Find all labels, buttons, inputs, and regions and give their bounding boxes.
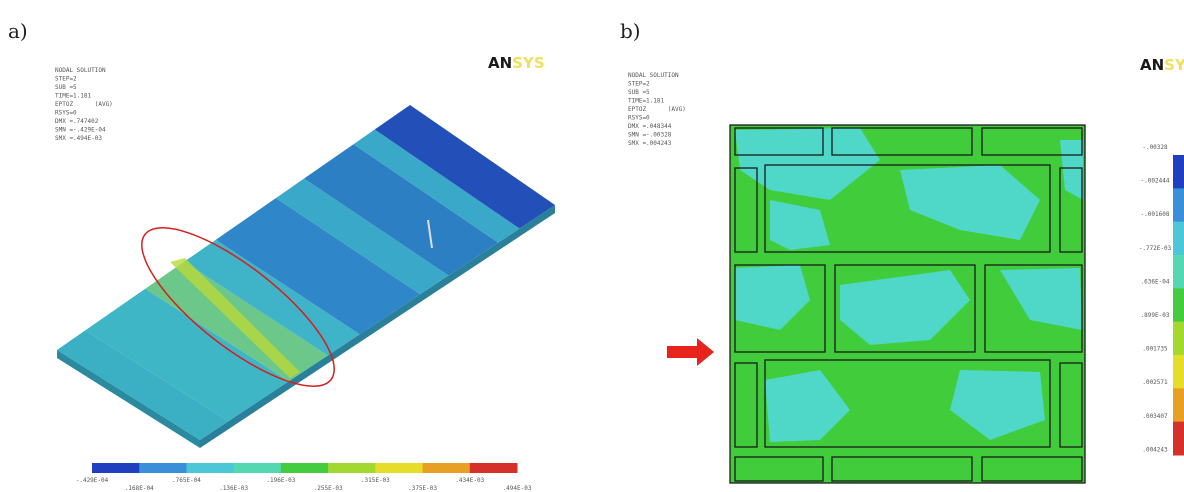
legend-swatch <box>1173 422 1184 456</box>
info-line: DMX =.747402 <box>55 118 99 125</box>
info-line: NODAL SOLUTION <box>628 72 679 79</box>
info-line: SMN =-.429E-04 <box>55 127 106 134</box>
legend-swatch <box>281 463 329 473</box>
legend-label: .168E-04 <box>125 485 154 492</box>
legend-swatch <box>328 463 376 473</box>
info-line: SMX =.494E-03 <box>55 135 102 142</box>
legend-swatch <box>92 463 140 473</box>
logo-part: AN <box>1140 56 1164 74</box>
legend-label: .255E-03 <box>314 485 343 492</box>
legend-swatch <box>1173 355 1184 389</box>
legend-swatch <box>1173 222 1184 256</box>
legend-label: .765E-04 <box>172 477 201 484</box>
info-line: NODAL SOLUTION <box>55 67 106 74</box>
info-line: TIME=1.181 <box>55 93 92 100</box>
info-line: RSYS=0 <box>628 115 650 122</box>
legend-label: .136E-03 <box>219 485 248 492</box>
legend-label: .375E-03 <box>408 485 437 492</box>
legend-label: .004243 <box>1142 446 1168 453</box>
info-line: STEP=2 <box>55 76 77 83</box>
legend-label: .003407 <box>1142 413 1168 420</box>
legend-swatch <box>1173 322 1184 356</box>
legend-label: -.00328 <box>1142 144 1168 151</box>
plate-model <box>57 105 555 448</box>
info-line: DMX =.048344 <box>628 123 672 130</box>
legend-swatch <box>423 463 471 473</box>
info-line: SMX =.004243 <box>628 140 672 147</box>
legend-swatch <box>1173 288 1184 322</box>
legend-swatch <box>234 463 282 473</box>
legend-label: -.001608 <box>1141 211 1170 218</box>
info-line: STEP=2 <box>628 81 650 88</box>
legend-label: .002571 <box>1142 379 1168 386</box>
info-line: SUB =5 <box>55 84 77 91</box>
legend-swatch <box>1173 188 1184 222</box>
legend-label: .196E-03 <box>266 477 295 484</box>
legend-swatch <box>139 463 187 473</box>
legend-label: -.772E-03 <box>1139 245 1172 252</box>
info-line: RSYS=0 <box>55 110 77 117</box>
legend-swatch <box>186 463 234 473</box>
legend-label: .636E-04 <box>1141 278 1170 285</box>
panel-label: a) <box>8 19 28 43</box>
legend-swatch <box>1173 255 1184 289</box>
info-line: EPTOZ (AVG) <box>55 101 113 108</box>
info-line: TIME=1.181 <box>628 98 665 105</box>
logo-part: SYS <box>1164 56 1184 74</box>
figure: a) b) ANSYS ANSYS <box>0 0 1184 492</box>
logo: ANSYS <box>1140 56 1184 74</box>
info-line: SUB =5 <box>628 89 650 96</box>
info-line: SMN =-.00328 <box>628 132 672 139</box>
legend-label: .315E-03 <box>361 477 390 484</box>
legend-label: .001735 <box>1142 346 1168 353</box>
legend-label: -.002444 <box>1141 178 1170 185</box>
logo-part: SYS <box>512 54 544 72</box>
panel-model <box>730 125 1085 483</box>
logo-part: AN <box>488 54 512 72</box>
info-line: EPTOZ (AVG) <box>628 106 686 113</box>
legend-label: .899E-03 <box>1141 312 1170 319</box>
legend-swatch <box>375 463 423 473</box>
logo: ANSYS <box>488 54 545 72</box>
legend-swatch <box>470 463 518 473</box>
panel-label: b) <box>620 19 641 43</box>
legend-label: .494E-03 <box>503 485 532 492</box>
legend-swatch <box>1173 388 1184 422</box>
legend-swatch <box>1173 155 1184 189</box>
legend-label: .434E-03 <box>455 477 484 484</box>
load-arrow <box>667 338 714 366</box>
legend-label: -.429E-04 <box>76 477 109 484</box>
